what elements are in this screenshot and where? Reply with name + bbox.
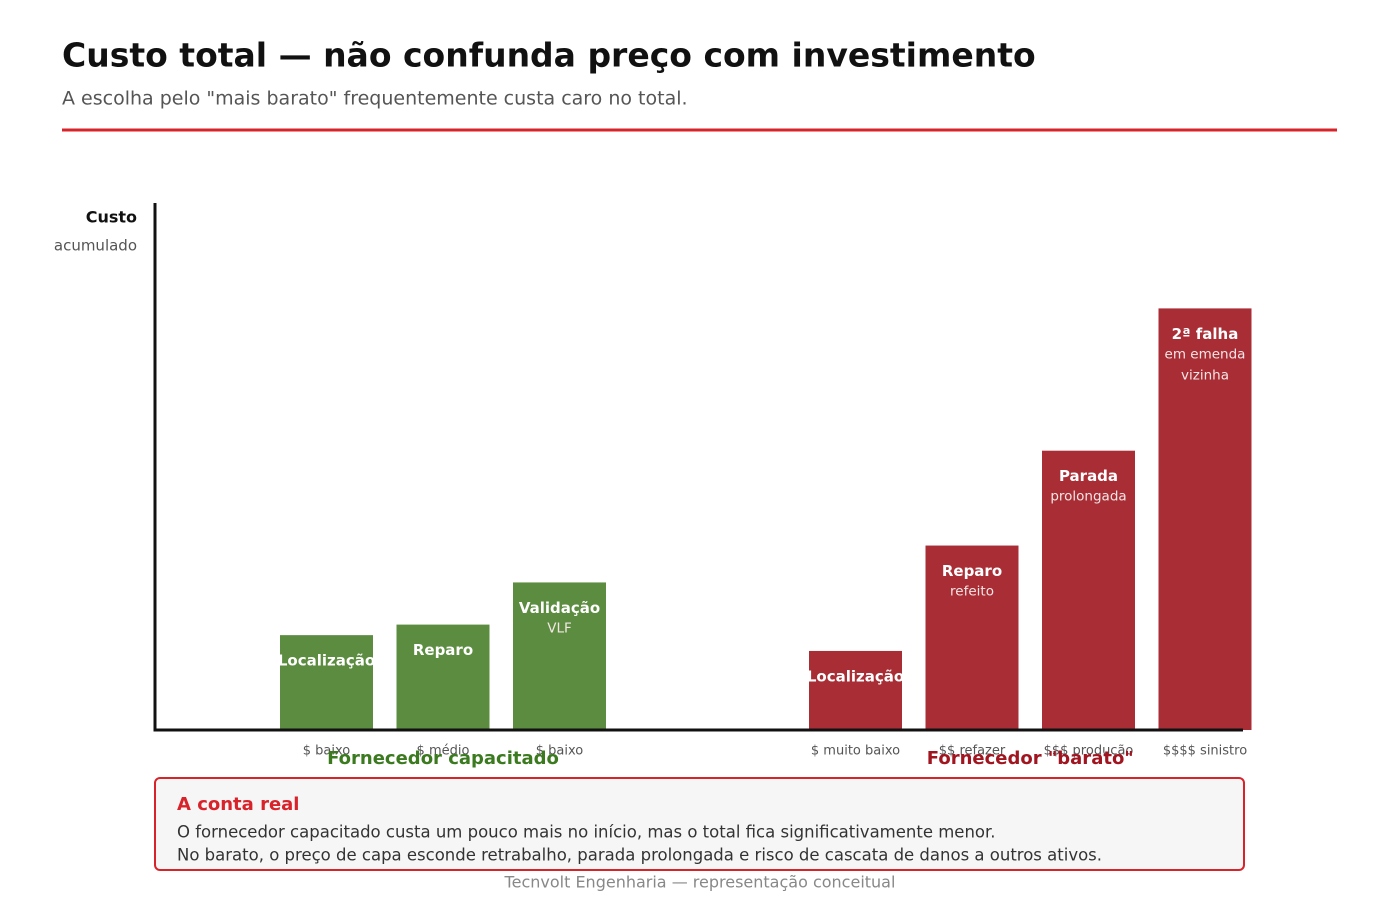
bar-title: Reparo bbox=[942, 562, 1002, 580]
bar bbox=[513, 582, 606, 730]
bar-note: vizinha bbox=[1181, 367, 1229, 383]
callout-title: A conta real bbox=[177, 794, 299, 815]
y-axis-sublabel: acumulado bbox=[54, 237, 137, 255]
footer: Tecnvolt Engenharia — representação conc… bbox=[504, 873, 896, 892]
bar-note: refeito bbox=[950, 584, 994, 600]
bar bbox=[280, 635, 373, 730]
cost-label: $ médio bbox=[417, 744, 470, 759]
cost-label: $ baixo bbox=[303, 744, 351, 759]
chart-title: Custo total — não confunda preço com inv… bbox=[62, 36, 1036, 75]
cost-label: $ muito baixo bbox=[811, 744, 900, 759]
group-label: Fornecedor capacitado bbox=[327, 748, 559, 769]
y-axis-label: Custo bbox=[86, 208, 137, 227]
callout-box bbox=[154, 777, 1245, 871]
cost-label: $ baixo bbox=[536, 744, 584, 759]
bar bbox=[1158, 308, 1252, 730]
bar-note: VLF bbox=[547, 620, 572, 636]
bar bbox=[396, 624, 490, 730]
bar-note: em emenda bbox=[1165, 346, 1246, 362]
bar-title: Reparo bbox=[413, 641, 473, 659]
bar-title: Parada bbox=[1059, 467, 1118, 485]
bar-title: 2ª falha bbox=[1172, 325, 1239, 343]
chart-subtitle: A escolha pelo "mais barato" frequenteme… bbox=[62, 88, 688, 110]
bar-title: Validação bbox=[519, 599, 600, 617]
callout-line: No barato, o preço de capa esconde retra… bbox=[177, 846, 1102, 865]
bar-title: Localização bbox=[807, 667, 904, 685]
callout-line: O fornecedor capacitado custa um pouco m… bbox=[177, 823, 996, 842]
bar-title: Localização bbox=[278, 652, 375, 670]
group-label: Fornecedor "barato" bbox=[927, 748, 1134, 769]
cost-label: $$$$ sinistro bbox=[1163, 744, 1247, 759]
cost-label: $$ refazer bbox=[939, 744, 1006, 759]
bar-note: prolongada bbox=[1050, 489, 1126, 505]
bar bbox=[1042, 450, 1135, 730]
bar bbox=[925, 545, 1019, 730]
bar bbox=[809, 650, 902, 730]
cost-label: $$$ produção bbox=[1044, 744, 1134, 759]
